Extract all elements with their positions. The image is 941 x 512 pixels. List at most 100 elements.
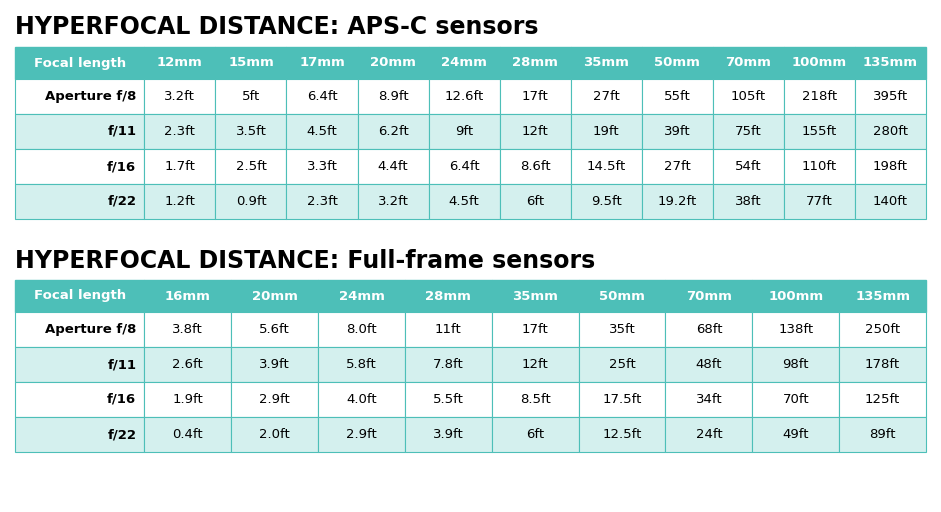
Text: 2.9ft: 2.9ft [260,393,290,406]
Bar [839,417,926,452]
Text: 12ft: 12ft [522,358,549,371]
Bar [665,347,752,382]
Text: 3.9ft: 3.9ft [260,358,290,371]
Bar [428,47,500,79]
Text: 5.6ft: 5.6ft [260,323,290,336]
Bar [318,280,405,312]
Text: 125ft: 125ft [865,393,901,406]
Text: 5.5ft: 5.5ft [433,393,464,406]
Bar [144,347,231,382]
Text: 110ft: 110ft [802,160,837,173]
Text: 24mm: 24mm [441,56,487,70]
Bar [855,79,926,114]
Bar [405,382,492,417]
Bar [579,312,665,347]
Text: 17mm: 17mm [299,56,345,70]
Bar [231,280,318,312]
Text: 17.5ft: 17.5ft [602,393,642,406]
Bar [144,79,215,114]
Bar [642,149,713,184]
Bar [318,312,405,347]
Bar [500,114,570,149]
Bar [855,114,926,149]
Bar [642,184,713,219]
Text: 35mm: 35mm [583,56,630,70]
Bar [570,184,642,219]
Text: 8.9ft: 8.9ft [377,90,408,103]
Text: 2.0ft: 2.0ft [260,428,290,441]
Bar [784,79,855,114]
Text: 68ft: 68ft [695,323,722,336]
Bar [784,47,855,79]
Text: 3.2ft: 3.2ft [377,195,408,208]
Text: 6ft: 6ft [526,428,544,441]
Text: 15mm: 15mm [228,56,274,70]
Bar [15,347,144,382]
Bar [665,417,752,452]
Text: 218ft: 218ft [802,90,837,103]
Text: 27ft: 27ft [664,160,691,173]
Bar [500,149,570,184]
Bar [752,382,839,417]
Text: 250ft: 250ft [865,323,901,336]
Text: 8.6ft: 8.6ft [519,160,550,173]
Text: 55ft: 55ft [664,90,691,103]
Bar [405,347,492,382]
Text: 4.5ft: 4.5ft [307,125,338,138]
Bar [492,312,579,347]
Bar [286,184,358,219]
Text: 395ft: 395ft [873,90,908,103]
Text: 35ft: 35ft [609,323,635,336]
Bar [15,382,144,417]
Bar [231,382,318,417]
Bar [15,114,144,149]
Text: 70mm: 70mm [726,56,772,70]
Bar [318,417,405,452]
Bar [500,184,570,219]
Text: 89ft: 89ft [869,428,896,441]
Bar [286,79,358,114]
Text: 155ft: 155ft [802,125,837,138]
Bar [713,184,784,219]
Text: 280ft: 280ft [873,125,908,138]
Bar [286,114,358,149]
Text: 135mm: 135mm [863,56,918,70]
Text: 19.2ft: 19.2ft [658,195,697,208]
Bar [579,417,665,452]
Text: 4.4ft: 4.4ft [377,160,408,173]
Bar [570,114,642,149]
Text: 25ft: 25ft [609,358,635,371]
Text: f/11: f/11 [107,125,136,138]
Text: 19ft: 19ft [593,125,619,138]
Bar [144,382,231,417]
Bar [784,149,855,184]
Bar [15,79,144,114]
Text: 1.9ft: 1.9ft [172,393,203,406]
Text: 17ft: 17ft [522,323,549,336]
Bar [215,184,286,219]
Bar [642,47,713,79]
Text: 100mm: 100mm [768,289,823,303]
Bar [428,79,500,114]
Bar [570,79,642,114]
Bar [579,347,665,382]
Bar [642,114,713,149]
Text: 0.4ft: 0.4ft [172,428,203,441]
Bar [358,47,428,79]
Bar [752,347,839,382]
Text: 24ft: 24ft [695,428,722,441]
Bar [500,79,570,114]
Text: 28mm: 28mm [425,289,471,303]
Bar [15,184,144,219]
Bar [752,312,839,347]
Text: 49ft: 49ft [783,428,809,441]
Bar [405,280,492,312]
Text: f/16: f/16 [107,160,136,173]
Text: 4.5ft: 4.5ft [449,195,480,208]
Bar [784,114,855,149]
Text: 24mm: 24mm [339,289,385,303]
Bar [839,347,926,382]
Bar [665,312,752,347]
Bar [215,47,286,79]
Bar [144,417,231,452]
